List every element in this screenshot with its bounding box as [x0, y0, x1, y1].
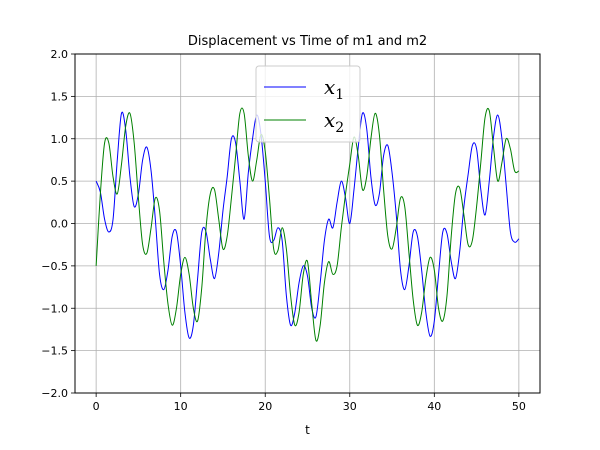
y-tick-label: −0.5	[41, 260, 68, 273]
y-tick-label: −1.0	[41, 302, 68, 315]
x-tick-label: 10	[174, 400, 188, 413]
legend-entry-name: x	[324, 75, 335, 99]
legend-entry-subscript: 2	[335, 120, 344, 136]
y-tick-label: 1.5	[51, 90, 69, 103]
y-tick-label: 2.0	[51, 48, 69, 61]
x-tick-label: 20	[258, 400, 272, 413]
y-tick-label: 0.5	[51, 175, 69, 188]
y-tick-label: 1.0	[51, 133, 69, 146]
x-tick-label: 40	[427, 400, 441, 413]
legend-entry: x1	[324, 75, 344, 103]
series-line-x1	[95, 111, 520, 339]
chart-title: Displacement vs Time of m1 and m2	[188, 34, 427, 49]
legend-entry-subscript: 1	[335, 87, 344, 103]
x-tick-label: 30	[343, 400, 357, 413]
x-tick-label: 0	[93, 400, 100, 413]
legend-entry: x2	[324, 108, 344, 136]
x-axis: 0 10 20 30 40 50	[93, 393, 526, 413]
y-tick-label: −2.0	[41, 387, 68, 400]
y-tick-label: 0.0	[51, 218, 69, 231]
y-tick-label: −1.5	[41, 345, 68, 358]
series-layer	[95, 107, 520, 342]
legend-box	[255, 65, 361, 143]
x-tick-label: 50	[512, 400, 526, 413]
legend-entry-name: x	[324, 108, 335, 132]
y-axis: −2.0 −1.5 −1.0 −0.5 0.0 0.5 1.0 1.5 2.0	[41, 48, 75, 400]
x-axis-label: t	[305, 423, 310, 437]
series-line-x2	[95, 107, 520, 342]
